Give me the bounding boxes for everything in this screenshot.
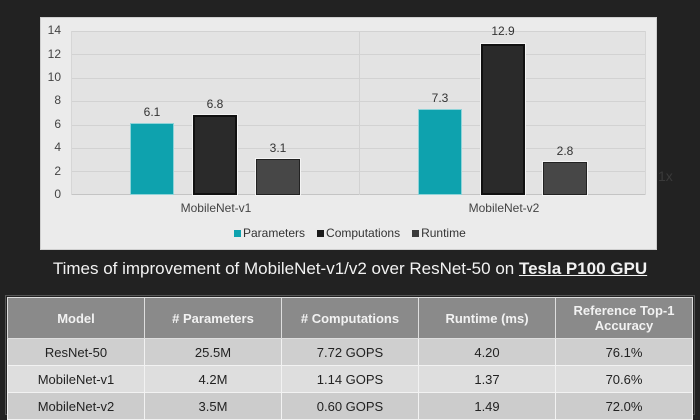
- chart-panel: 6.1 6.8 3.1 7.3 12.9 2.8 0 2 4 6 8 10 12…: [40, 17, 657, 250]
- cell-accuracy: 76.1%: [555, 338, 693, 366]
- header-computations: # Computations: [281, 297, 419, 339]
- cell-accuracy: 70.6%: [555, 365, 693, 393]
- legend-swatch-icon: [317, 229, 325, 237]
- gridline-2: [72, 171, 645, 172]
- header-model: Model: [7, 297, 145, 339]
- header-parameters: # Parameters: [144, 297, 282, 339]
- legend-label: Runtime: [421, 226, 466, 240]
- value-label: 2.8: [556, 144, 574, 158]
- cell-computations: 1.14 GOPS: [281, 365, 419, 393]
- title-highlight: Tesla P100 GPU: [518, 259, 648, 278]
- y-tick: 10: [47, 70, 61, 84]
- cell-model: MobileNet-v1: [7, 365, 145, 393]
- gridline-6: [72, 125, 645, 126]
- legend-label: Computations: [326, 226, 401, 240]
- cell-parameters: 4.2M: [144, 365, 282, 393]
- value-label: 3.1: [269, 141, 287, 155]
- legend-item-parameters: Parameters: [234, 226, 305, 240]
- value-label: 12.9: [491, 24, 515, 38]
- legend-item-computations: Computations: [317, 226, 400, 240]
- y-tick: 2: [54, 164, 61, 178]
- legend-swatch-icon: [412, 229, 420, 237]
- chart-title: Times of improvement of MobileNet-v1/v2 …: [0, 259, 700, 279]
- table-header-row: Model # Parameters # Computations Runtim…: [7, 297, 693, 339]
- title-text: Times of improvement of MobileNet-v1/v2 …: [52, 259, 519, 278]
- category-label: MobileNet-v2: [468, 201, 540, 215]
- gridline-8: [72, 101, 645, 102]
- cell-runtime: 1.49: [418, 392, 556, 420]
- y-tick: 12: [47, 47, 61, 61]
- legend-swatch-icon: [234, 229, 241, 237]
- bar-v2-computations: [481, 44, 525, 195]
- y-tick: 6: [54, 117, 61, 131]
- bar-v1-parameters: [130, 123, 174, 195]
- table-row: MobileNet-v2 3.5M 0.60 GOPS 1.49 72.0%: [7, 392, 693, 420]
- table-row: ResNet-50 25.5M 7.72 GOPS 4.20 76.1%: [7, 338, 693, 366]
- value-label: 7.3: [431, 91, 449, 105]
- value-label: 6.8: [206, 97, 224, 111]
- cell-parameters: 3.5M: [144, 392, 282, 420]
- legend: Parameters Computations Runtime: [234, 226, 466, 240]
- bar-v2-parameters: [418, 109, 462, 195]
- y-tick: 4: [54, 140, 61, 154]
- cell-model: MobileNet-v2: [7, 392, 145, 420]
- gridline-10: [72, 78, 645, 79]
- y-tick: 14: [47, 23, 61, 37]
- cell-model: ResNet-50: [7, 338, 145, 366]
- category-separator: [359, 31, 360, 195]
- cell-computations: 0.60 GOPS: [281, 392, 419, 420]
- gridline-12: [72, 54, 645, 55]
- x-axis-line: [72, 194, 645, 195]
- header-accuracy: Reference Top-1 Accuracy: [555, 297, 693, 339]
- bar-v1-computations: [193, 115, 237, 195]
- bar-v2-runtime: [543, 162, 587, 195]
- comparison-table: Model # Parameters # Computations Runtim…: [7, 297, 693, 420]
- value-label: 6.1: [143, 105, 161, 119]
- cell-accuracy: 72.0%: [555, 392, 693, 420]
- cell-parameters: 25.5M: [144, 338, 282, 366]
- header-runtime: Runtime (ms): [418, 297, 556, 339]
- bar-v1-runtime: [256, 159, 300, 195]
- gridline-14: [72, 31, 645, 32]
- legend-item-runtime: Runtime: [412, 226, 466, 240]
- y-tick: 0: [54, 187, 61, 201]
- plot-area: 6.1 6.8 3.1 7.3 12.9 2.8: [71, 24, 646, 195]
- cell-runtime: 4.20: [418, 338, 556, 366]
- cell-computations: 7.72 GOPS: [281, 338, 419, 366]
- category-label: MobileNet-v1: [180, 201, 252, 215]
- table-row: MobileNet-v1 4.2M 1.14 GOPS 1.37 70.6%: [7, 365, 693, 393]
- baseline-annotation: 1x: [658, 168, 673, 184]
- y-tick: 8: [54, 93, 61, 107]
- gridline-4: [72, 148, 645, 149]
- legend-label: Parameters: [243, 226, 306, 240]
- cell-runtime: 1.37: [418, 365, 556, 393]
